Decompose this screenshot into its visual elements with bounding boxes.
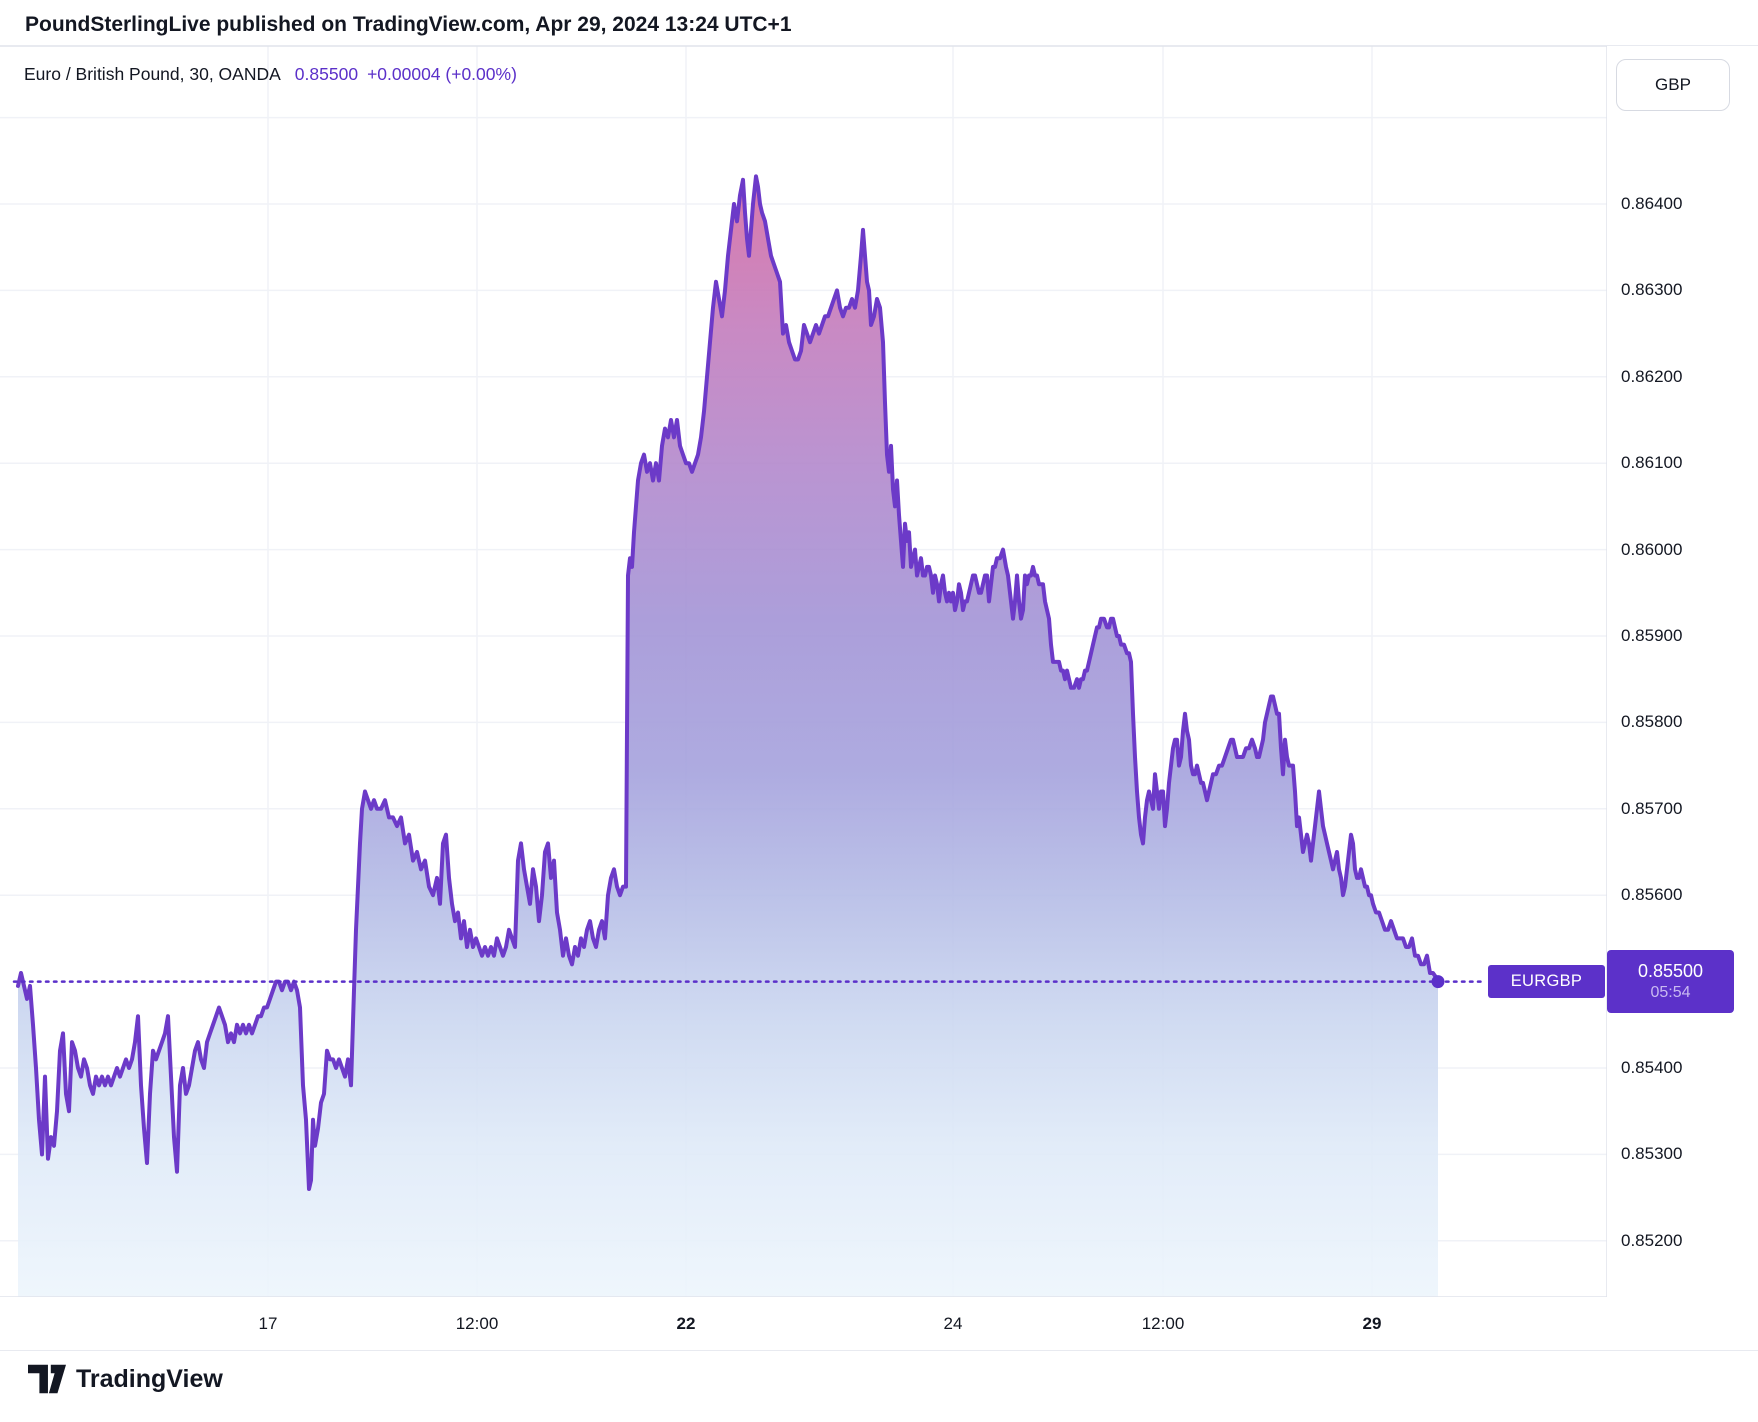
time-axis[interactable]: 17 12:00 22 24 12:00 29 [0, 1297, 1758, 1350]
brand-footer[interactable]: TradingView [28, 1364, 223, 1394]
price-axis-label: 0.85400 [1621, 1058, 1683, 1077]
price-axis-label: 0.86200 [1621, 366, 1683, 386]
price-line [16, 174, 1440, 1191]
price-axis-label: 0.86000 [1621, 539, 1683, 559]
symbol-title[interactable]: Euro / British Pound, 30, OANDA [24, 64, 281, 84]
tradingview-logo-icon [28, 1364, 66, 1394]
price-line-symbol-label: EURGBP [1510, 972, 1583, 991]
price-line-symbol-flag: EURGBP [1488, 965, 1605, 999]
price-axis-label: 0.85200 [1621, 1230, 1683, 1250]
price-axis-label: 0.85900 [1621, 626, 1683, 645]
chart-legend: Euro / British Pound, 30, OANDA 0.85500 +0… [24, 64, 517, 85]
last-price-tag: 0.85500 05:54 [1607, 950, 1734, 1014]
price-axis-label: 0.85600 [1621, 885, 1683, 905]
price-axis-label: 0.86400 [1621, 194, 1683, 213]
time-axis-label: 12:00 [1141, 1313, 1185, 1333]
price-axis-label: 0.86100 [1621, 453, 1683, 473]
area-fill [18, 176, 1438, 1297]
price-axis-label: 0.85300 [1621, 1144, 1683, 1164]
last-price-value: 0.85500 [1637, 961, 1704, 982]
time-axis-label: 12:00 [455, 1313, 499, 1333]
time-axis-label: 24 [943, 1313, 963, 1333]
time-axis-label: 29 [1362, 1313, 1382, 1333]
bar-countdown: 05:54 [1650, 983, 1691, 1001]
price-axis-label: 0.86300 [1621, 280, 1683, 300]
price-axis-label: 0.85700 [1621, 798, 1683, 818]
currency-toggle-label: GBP [1655, 75, 1691, 94]
legend-change: +0.00004 (+0.00%) [367, 64, 517, 84]
time-axis-label: 22 [676, 1313, 696, 1333]
last-price-dot [1431, 975, 1445, 989]
legend-last-price: 0.85500 [294, 64, 359, 84]
attribution-header: PoundSterlingLive published on TradingVi… [25, 13, 792, 36]
price-axis[interactable]: GBP 0.86400 0.86300 0.86200 0.86100 0.86000 0… [1607, 46, 1758, 1297]
currency-toggle-button[interactable]: GBP [1616, 59, 1730, 111]
time-axis-label: 17 [258, 1313, 278, 1333]
brand-name: TradingView [76, 1364, 223, 1393]
price-axis-label: 0.85800 [1621, 712, 1683, 732]
